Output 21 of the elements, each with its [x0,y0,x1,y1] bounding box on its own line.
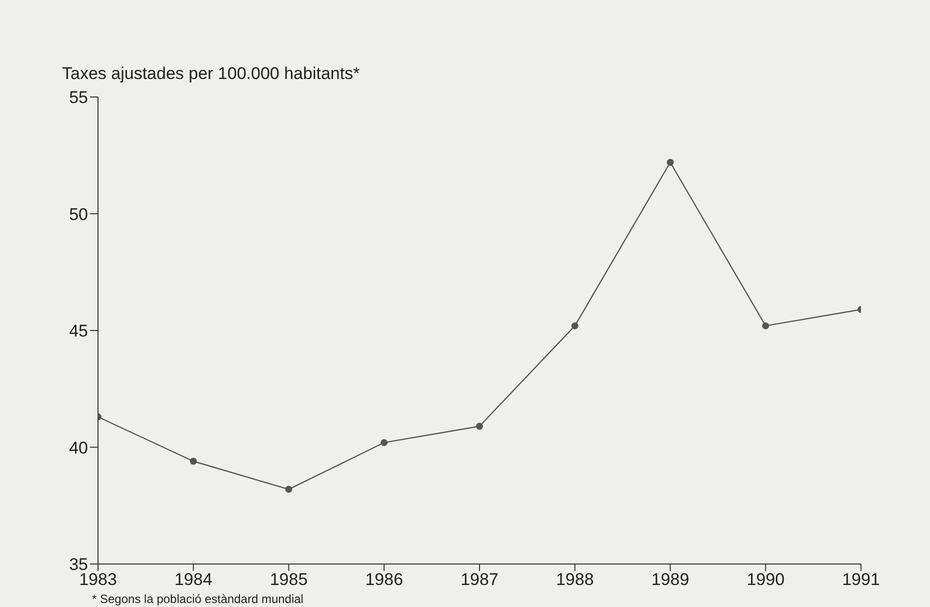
y-tick-label: 40 [69,438,88,458]
y-tick-label: 50 [69,204,88,224]
text: * Segons la població estàndard mundial [92,592,304,606]
point [380,439,388,446]
y-tick-label: 45 [69,322,88,341]
point [285,486,292,493]
point [190,458,197,465]
point [571,322,578,330]
x-tick-label: 1985 [270,570,308,590]
y-tick-label: 55 [69,88,88,108]
chart-title: Taxes ajustades per 100.000 habitants* [62,64,360,84]
x-tick-label: 1988 [556,570,594,590]
point [666,158,674,166]
x-tick-label: 1989 [651,570,690,590]
point [762,322,770,330]
x-tick-label: 1986 [365,570,404,590]
x-tick-label: 1990 [746,570,785,590]
x-tick-label: 1987 [460,570,498,590]
x-tick-label: 1991 [842,570,880,590]
point [476,422,483,430]
x-tick-label: 1984 [174,570,212,590]
